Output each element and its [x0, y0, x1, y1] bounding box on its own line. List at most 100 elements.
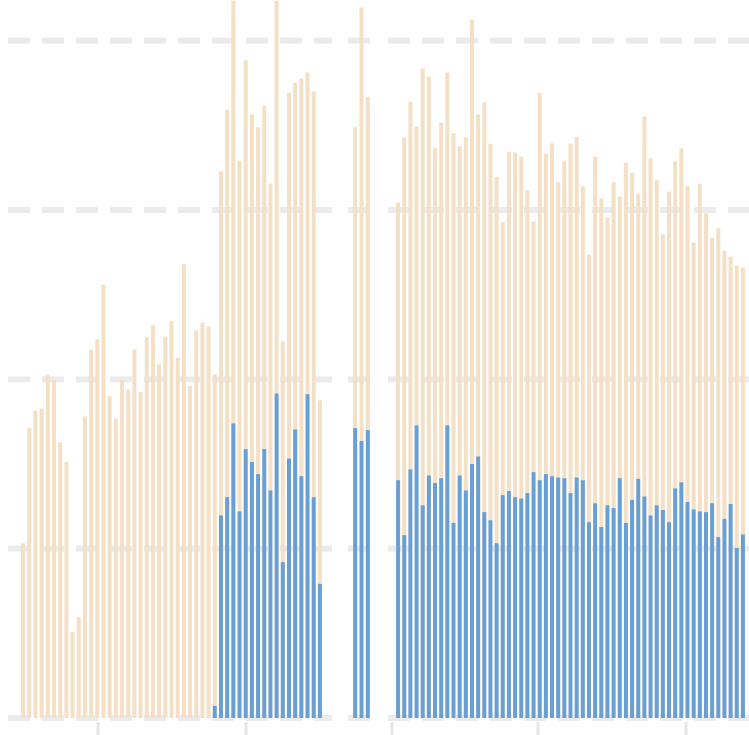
bar [734, 547, 739, 718]
bar [500, 222, 505, 718]
bar [574, 136, 579, 718]
bar [426, 76, 431, 719]
bar [311, 497, 316, 718]
bar [126, 389, 131, 718]
bar [293, 82, 298, 718]
bar [611, 182, 616, 719]
bar [580, 186, 585, 719]
bar [599, 526, 604, 718]
bar [605, 217, 610, 718]
bar [396, 480, 401, 718]
bar [543, 153, 548, 718]
bar [469, 463, 474, 718]
bar [488, 143, 493, 719]
bar [225, 109, 230, 719]
bar [200, 322, 205, 718]
bar [500, 495, 505, 718]
bar [660, 510, 665, 718]
bar [181, 264, 186, 718]
bar [617, 196, 622, 718]
bar [740, 534, 745, 718]
bar [280, 562, 285, 718]
bar [463, 137, 468, 718]
bar [556, 477, 561, 718]
bar [120, 379, 125, 718]
bar [353, 428, 358, 718]
bar [286, 92, 291, 719]
bar [157, 364, 162, 718]
bar [716, 228, 721, 718]
bar [586, 522, 591, 718]
bar [673, 161, 678, 719]
bar [642, 116, 647, 718]
bar [317, 400, 322, 718]
bar [728, 503, 733, 718]
bar [268, 490, 273, 718]
bar [685, 186, 690, 719]
bar [206, 326, 211, 718]
bar [586, 254, 591, 718]
bar [630, 499, 635, 718]
bar [531, 472, 536, 718]
bar [243, 60, 248, 718]
bar [70, 631, 75, 718]
bar [317, 583, 322, 718]
bar [667, 191, 672, 719]
bar [175, 357, 180, 718]
bar [45, 374, 50, 718]
bar [636, 478, 641, 718]
bar [697, 511, 702, 718]
bar [396, 202, 401, 719]
bar [611, 508, 616, 718]
bar [654, 505, 659, 718]
bar [359, 440, 364, 718]
bar [568, 143, 573, 719]
bar [311, 91, 316, 718]
bar [623, 522, 628, 718]
bar [305, 394, 310, 718]
bar [113, 418, 118, 718]
bar [433, 147, 438, 718]
bar [482, 512, 487, 718]
bar [163, 336, 168, 718]
bar [132, 349, 137, 718]
bar [169, 321, 174, 718]
bar [138, 392, 143, 718]
bar [256, 127, 261, 719]
bar [218, 171, 223, 718]
bar [293, 429, 298, 718]
bar [420, 68, 425, 718]
bar [722, 518, 727, 718]
bar [299, 476, 304, 718]
bar [420, 505, 425, 718]
bar [439, 478, 444, 718]
bar [426, 475, 431, 718]
bar [525, 493, 530, 718]
bar [402, 535, 407, 718]
bar [268, 183, 273, 718]
bar [249, 114, 254, 719]
bar [537, 480, 542, 718]
bar [630, 172, 635, 718]
bar [95, 339, 100, 718]
bar [593, 503, 598, 718]
bar [722, 250, 727, 719]
bar [697, 183, 702, 718]
bar [519, 156, 524, 718]
bar [101, 284, 106, 718]
bar [593, 156, 598, 718]
bar [27, 428, 32, 718]
bar [225, 497, 230, 718]
bar [365, 96, 370, 719]
bar [256, 474, 261, 718]
bar [457, 475, 462, 718]
bar [605, 505, 610, 718]
bar [740, 267, 745, 718]
bar [64, 461, 69, 718]
bar [433, 482, 438, 718]
bar [286, 458, 291, 718]
bar [476, 456, 481, 718]
bar [562, 161, 567, 719]
bar [476, 114, 481, 719]
